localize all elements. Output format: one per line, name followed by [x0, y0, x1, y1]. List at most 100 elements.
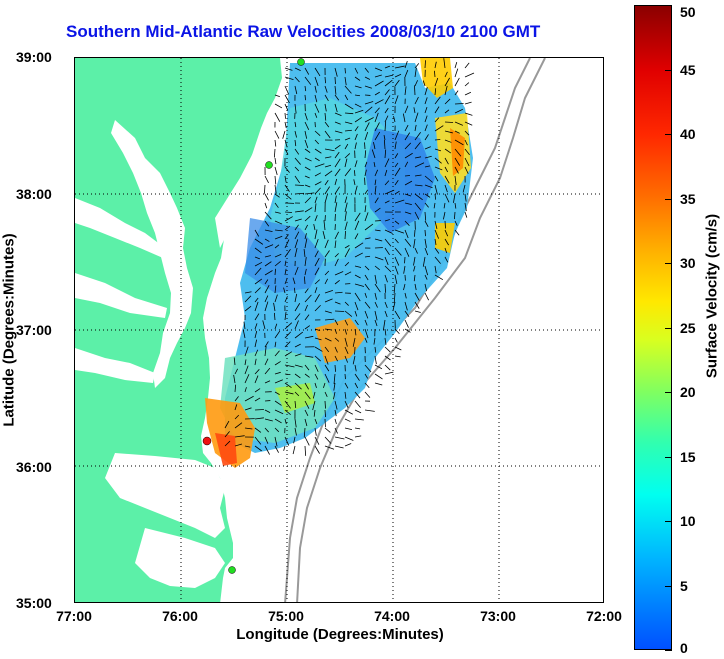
velocity-arrow [394, 162, 399, 168]
velocity-arrow [374, 283, 381, 293]
velocity-arrow [413, 274, 416, 282]
velocity-arrow [294, 239, 299, 249]
velocity-arrow [284, 268, 287, 276]
velocity-arrow [394, 256, 400, 266]
velocity-arrow [284, 239, 290, 249]
velocity-arrow [234, 443, 243, 447]
velocity-arrow [414, 132, 421, 141]
velocity-arrow [414, 67, 417, 78]
velocity-arrow [274, 202, 279, 208]
velocity-arrow [314, 267, 320, 276]
velocity-arrow [334, 168, 341, 177]
velocity-arrow [274, 400, 282, 406]
velocity-arrow [314, 139, 320, 145]
velocity-arrow [384, 310, 388, 318]
velocity-arrow [364, 255, 371, 258]
velocity-arrow [444, 166, 449, 173]
velocity-arrow [434, 139, 441, 141]
velocity-arrow [444, 109, 450, 114]
velocity-arrow [344, 153, 351, 159]
velocity-arrow [414, 229, 416, 237]
velocity-arrow [434, 274, 444, 281]
velocity-arrow [434, 88, 437, 96]
velocity-arrow [464, 121, 473, 126]
velocity-arrow [364, 67, 369, 73]
station-marker [228, 566, 236, 574]
velocity-arrow [284, 331, 291, 339]
velocity-arrow [394, 265, 399, 275]
velocity-arrow [304, 76, 312, 85]
velocity-arrow [364, 122, 370, 132]
velocity-arrow [274, 244, 280, 249]
velocity-arrow [424, 115, 428, 123]
rappahannock-river [75, 273, 167, 318]
velocity-arrow [334, 85, 337, 95]
velocity-arrow [324, 76, 326, 84]
velocity-arrow [314, 203, 317, 213]
james-river [75, 348, 155, 383]
velocity-arrow [264, 367, 271, 375]
velocity-arrow [424, 134, 429, 141]
velocity-arrow [334, 158, 341, 168]
velocity-arrow [353, 179, 356, 186]
velocity-arrow [364, 85, 372, 89]
velocity-arrow [384, 200, 390, 204]
velocity-arrow [354, 109, 364, 114]
velocity-arrow [274, 175, 277, 185]
velocity-arrow [384, 247, 390, 256]
velocity-arrow [344, 355, 349, 363]
x-tick-label: 73:00 [480, 608, 516, 624]
velocity-arrow [314, 187, 321, 195]
velocity-arrow [402, 113, 406, 123]
velocity-arrow [374, 265, 380, 271]
velocity-arrow [334, 202, 338, 213]
velocity-arrow [304, 215, 311, 222]
x-tick-label: 74:00 [374, 608, 410, 624]
velocity-arrow [314, 346, 323, 352]
velocity-arrow [304, 256, 307, 267]
velocity-arrow [254, 267, 262, 276]
velocity-arrow [294, 353, 302, 357]
velocity-arrow [403, 265, 406, 274]
velocity-arrow [374, 355, 377, 365]
velocity-arrow [313, 409, 316, 417]
velocity-arrow [454, 121, 464, 126]
velocity-arrow [304, 355, 314, 358]
velocity-arrow [254, 417, 264, 420]
velocity-arrow [234, 414, 240, 420]
velocity-arrow [314, 157, 320, 162]
velocity-arrow [274, 261, 281, 267]
velocity-arrow [414, 63, 420, 69]
velocity-arrow [394, 180, 399, 186]
velocity-arrow [284, 400, 291, 409]
velocity-arrow [404, 152, 413, 159]
velocity-arrow [294, 247, 298, 258]
velocity-arrow [374, 197, 379, 204]
velocity-arrow [374, 364, 383, 370]
velocity-arrow [334, 337, 340, 342]
velocity-arrow [364, 223, 374, 231]
velocity-arrow [264, 358, 269, 366]
velocity-arrow [294, 427, 297, 436]
velocity-arrow [344, 76, 347, 86]
velocity-arrow [354, 283, 365, 287]
velocity-arrow [314, 355, 321, 362]
velocity-arrow [274, 436, 278, 447]
velocity-arrow [284, 103, 289, 111]
velocity-arrow [434, 229, 439, 239]
velocity-arrow [444, 148, 452, 154]
velocity-arrow [434, 70, 436, 78]
velocity-arrow [404, 310, 410, 317]
velocity-arrow [344, 202, 348, 213]
velocity-arrow [303, 249, 306, 258]
velocity-arrow [354, 373, 360, 381]
velocity-arrow [344, 129, 352, 132]
velocity-arrow [344, 427, 353, 431]
velocity-arrow [464, 148, 470, 156]
velocity-arrow [344, 301, 349, 306]
velocity-arrow [454, 166, 459, 174]
velocity-arrow [282, 130, 286, 139]
velocity-arrow [334, 103, 338, 113]
velocity-arrow [384, 283, 387, 293]
velocity-arrow [294, 76, 300, 83]
